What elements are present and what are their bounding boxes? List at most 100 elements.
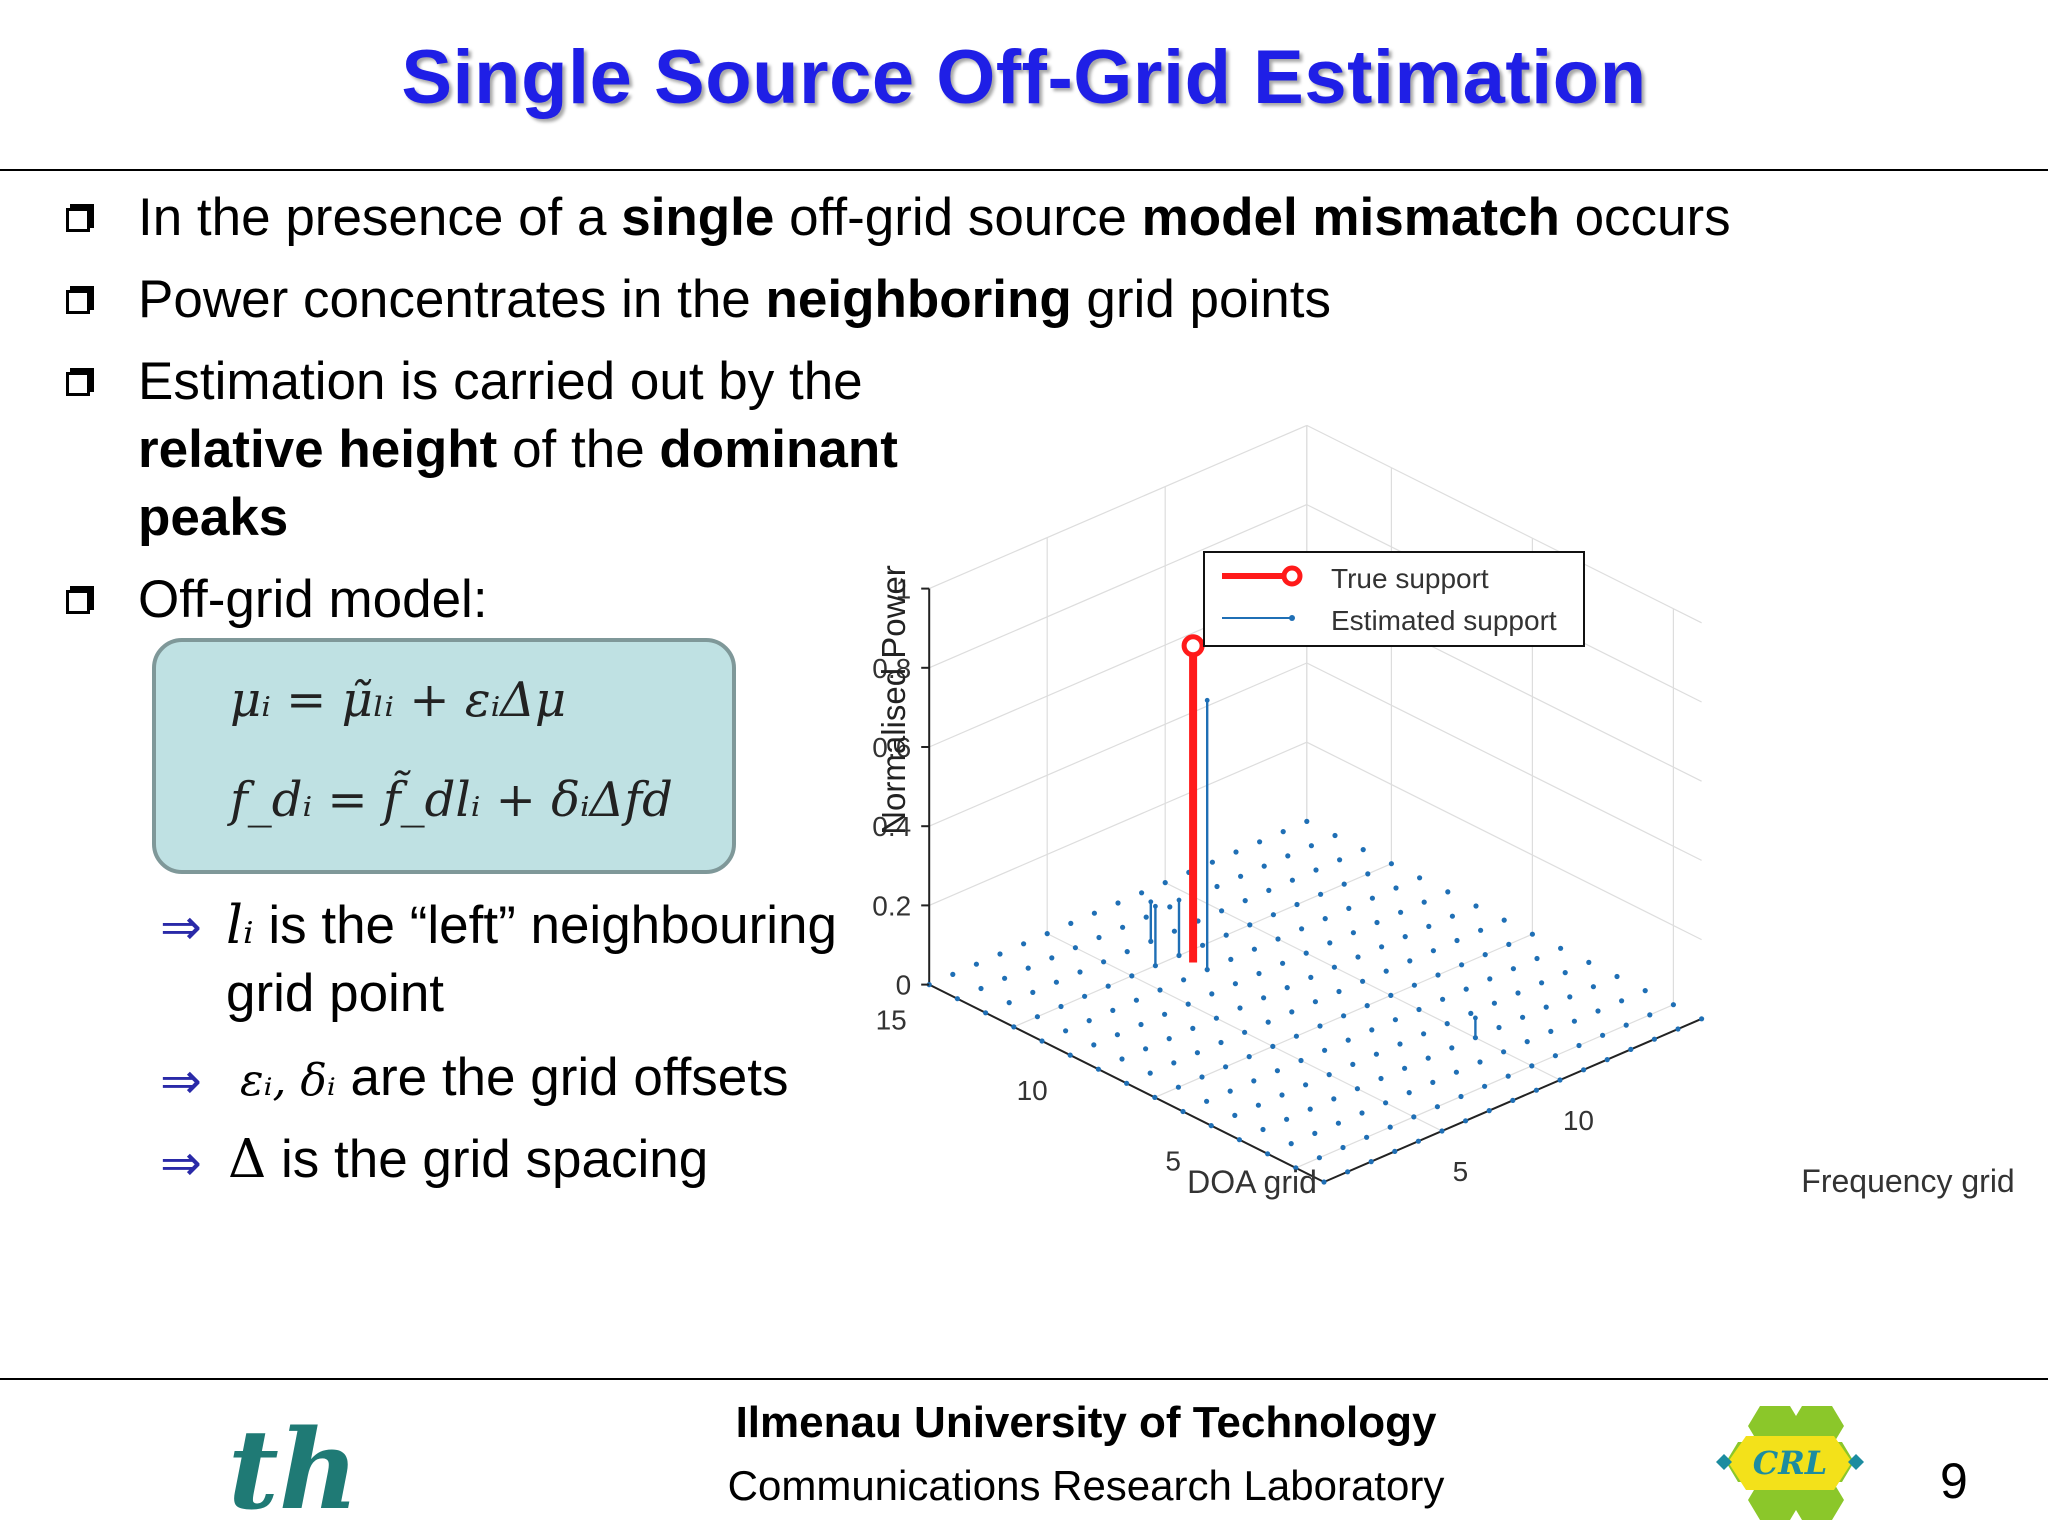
grid-dot: [1439, 1128, 1445, 1134]
grid-dot: [1303, 950, 1309, 956]
grid-dot: [1200, 942, 1206, 948]
text-run: Power concentrates in the: [138, 270, 766, 329]
grid-dot: [1129, 973, 1135, 979]
grid-dot: [1397, 1041, 1403, 1047]
grid-dot: [1430, 948, 1436, 954]
grid-dot: [1581, 1067, 1587, 1073]
grid-dot: [1293, 1165, 1299, 1171]
subbullet-2: εᵢ, δᵢ are the grid offsets: [240, 1044, 789, 1115]
grid-dot: [1387, 1124, 1393, 1130]
grid-dot: [1086, 1018, 1092, 1024]
grid-dot: [1543, 1004, 1549, 1010]
grid-dot: [1482, 1083, 1488, 1089]
gridline: [928, 504, 1308, 669]
grid-dot: [1491, 1000, 1497, 1006]
grid-dot: [1275, 936, 1281, 942]
grid-dot: [1354, 1086, 1360, 1092]
grid-dot: [1675, 1026, 1681, 1032]
grid-dot: [1345, 1169, 1351, 1175]
text-line: relative height of the dominant: [138, 416, 898, 484]
grid-dot: [1285, 853, 1291, 859]
logo-text: CRL: [1753, 1444, 1828, 1482]
grid-dot: [1242, 1029, 1248, 1035]
grid-dot: [1304, 818, 1310, 824]
subbullet-1: lᵢ is the “left” neighbouring grid point: [226, 892, 837, 1028]
grid-dot: [1068, 920, 1074, 926]
doa-tick-label: 5: [1165, 1146, 1181, 1177]
arrow-icon: ⇒: [160, 898, 202, 956]
grid-dot: [1312, 999, 1318, 1005]
grid-dot: [1472, 1035, 1478, 1041]
grid-dot: [1548, 1028, 1554, 1034]
legend-box: [1203, 551, 1585, 647]
grid-dot: [1586, 959, 1592, 966]
grid-dot: [1699, 1016, 1705, 1022]
doa-tick-label: 15: [876, 1005, 907, 1036]
subbullet-3: Δ is the grid spacing: [228, 1126, 708, 1194]
grid-dot: [1139, 890, 1145, 896]
grid-dot: [1167, 904, 1173, 910]
text-run-bold: neighboring: [765, 270, 1072, 329]
legend-estimated-marker: [1289, 615, 1295, 621]
grid-dot: [1238, 873, 1244, 879]
grid-dot: [1373, 1051, 1379, 1057]
text-run-bold: relative height: [138, 420, 498, 479]
bullet-marker: [66, 372, 90, 396]
legend-estimated-label: Estimated support: [1331, 605, 1557, 636]
grid-dot: [1506, 941, 1512, 948]
grid-dot: [954, 996, 960, 1002]
grid-dot: [1265, 1151, 1271, 1157]
grid-dot: [1340, 1144, 1346, 1151]
grid-dot: [1454, 937, 1460, 944]
grid-dot: [1095, 1066, 1101, 1072]
grid-dot: [1505, 1073, 1511, 1079]
grid-dot: [1478, 927, 1484, 933]
doa-tick-label: 10: [1017, 1075, 1048, 1106]
grid-dot: [1510, 966, 1516, 972]
legend: True support Estimated support: [1203, 551, 1585, 647]
grid-dot: [1091, 1042, 1097, 1048]
grid-dot: [1576, 1042, 1582, 1049]
grid-dot: [1303, 1082, 1309, 1088]
legend-true-label: True support: [1331, 563, 1489, 594]
grid-dot: [1350, 1061, 1356, 1067]
logo-text: th: [228, 1408, 359, 1528]
grid-dot: [1228, 956, 1234, 963]
title-rule: [0, 169, 2048, 171]
z-tick-label: 0.2: [872, 890, 911, 921]
grid-dot: [1571, 1018, 1577, 1024]
z-tick-label: 0.8: [872, 653, 911, 684]
grid-dot: [1096, 934, 1102, 941]
estimated-stem-marker: [1148, 899, 1154, 905]
grid-dot: [1445, 889, 1451, 895]
estimated-stem-marker: [1473, 1015, 1478, 1021]
grid-dot: [1101, 959, 1107, 965]
text-run-bold: model mismatch: [1141, 188, 1560, 247]
grid-dot: [1025, 965, 1031, 971]
text-run: is the grid spacing: [266, 1130, 709, 1189]
grid-dot: [1021, 941, 1027, 947]
grid-dot: [1411, 982, 1417, 988]
grid-dot: [1393, 885, 1399, 891]
grid-dot: [1529, 1063, 1535, 1069]
grid-dot: [1449, 1045, 1455, 1051]
grid-dot: [1440, 996, 1446, 1002]
grid-dot: [1044, 931, 1050, 937]
grid-dot: [1232, 1112, 1238, 1118]
grid-dot: [1133, 997, 1139, 1003]
grid-dot: [1209, 991, 1215, 997]
grid-dot: [1398, 909, 1404, 915]
grid-dot: [1181, 977, 1187, 983]
grid-dot: [1293, 1033, 1299, 1039]
grid-dot: [1336, 988, 1342, 995]
grid-dot: [1058, 1003, 1064, 1010]
grid-dot: [1332, 832, 1338, 839]
grid-dot: [1337, 857, 1343, 863]
grid-dot: [1317, 1023, 1323, 1029]
slide-title: Single Source Off-Grid Estimation: [401, 35, 1647, 120]
grid-dot: [1265, 1019, 1271, 1025]
grid-dot: [1299, 926, 1305, 932]
grid-dot: [1294, 901, 1300, 908]
grid-dot: [1219, 908, 1225, 914]
grid-dot: [1552, 1053, 1558, 1059]
